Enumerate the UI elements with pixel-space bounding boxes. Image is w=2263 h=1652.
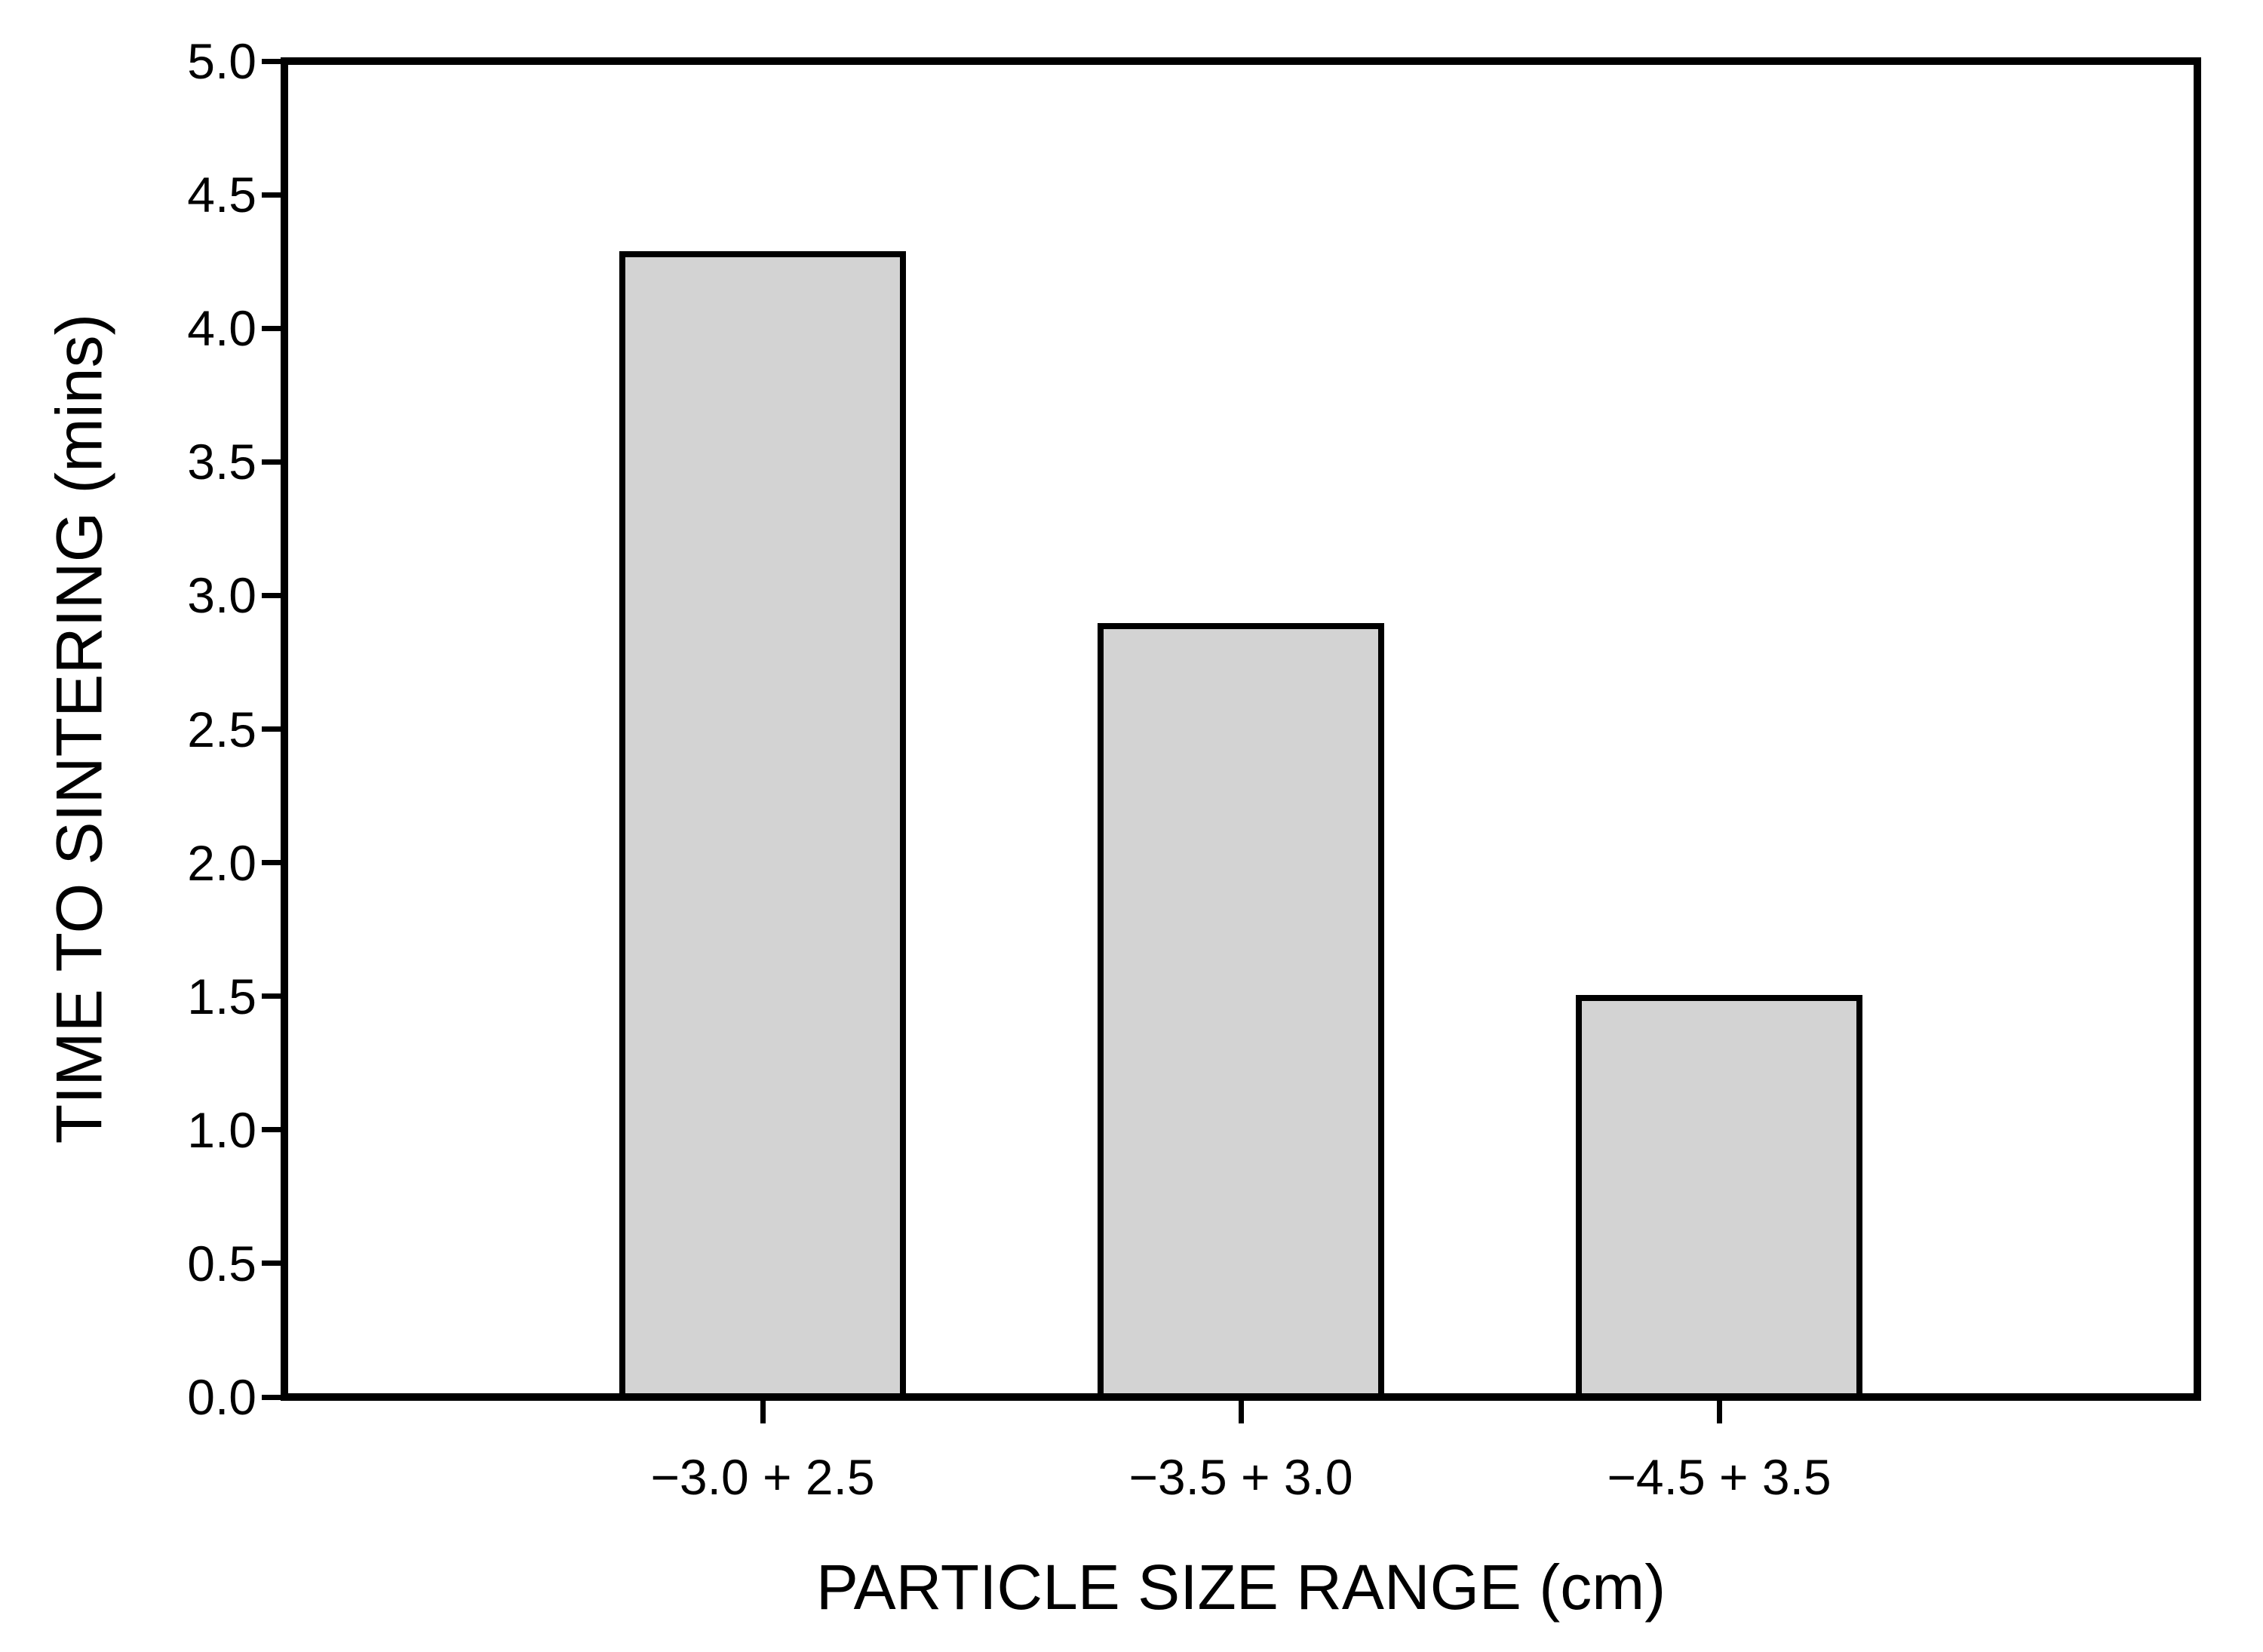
y-tick-label: 1.5: [187, 968, 256, 1024]
y-tick-label: 2.5: [187, 701, 256, 757]
x-axis-tick: [1238, 1401, 1244, 1423]
y-tick-label: 4.0: [187, 300, 256, 357]
y-axis-tick: [262, 1394, 284, 1400]
y-axis-tick: [262, 993, 284, 999]
bar: [619, 251, 906, 1393]
x-axis-tick: [760, 1401, 766, 1423]
y-axis-tick: [262, 325, 284, 331]
y-tick-label: 1.0: [187, 1101, 256, 1158]
plot-area: [281, 57, 2201, 1401]
y-tick-label: 3.0: [187, 567, 256, 624]
y-tick-label: 0.5: [187, 1235, 256, 1291]
y-axis-tick: [262, 459, 284, 465]
bar: [1098, 623, 1384, 1393]
x-axis-title: PARTICLE SIZE RANGE (cm): [815, 1552, 1666, 1623]
y-tick-label: 5.0: [187, 33, 256, 89]
x-category-label: −3.5 + 3.0: [1128, 1449, 1353, 1505]
y-axis-tick: [262, 860, 284, 866]
y-axis-tick: [262, 1260, 284, 1267]
y-tick-label: 0.0: [187, 1369, 256, 1425]
bar: [1576, 995, 1862, 1393]
y-axis-tick: [262, 58, 284, 64]
y-tick-label: 4.5: [187, 167, 256, 223]
x-axis-tick: [1716, 1401, 1722, 1423]
y-axis-tick: [262, 1127, 284, 1133]
x-category-label: −3.0 + 2.5: [650, 1449, 875, 1505]
y-tick-label: 2.0: [187, 834, 256, 891]
y-axis-tick: [262, 592, 284, 598]
y-axis-tick: [262, 726, 284, 732]
x-category-label: −4.5 + 3.5: [1607, 1449, 1832, 1505]
y-tick-label: 3.5: [187, 434, 256, 490]
y-axis-tick: [262, 192, 284, 198]
